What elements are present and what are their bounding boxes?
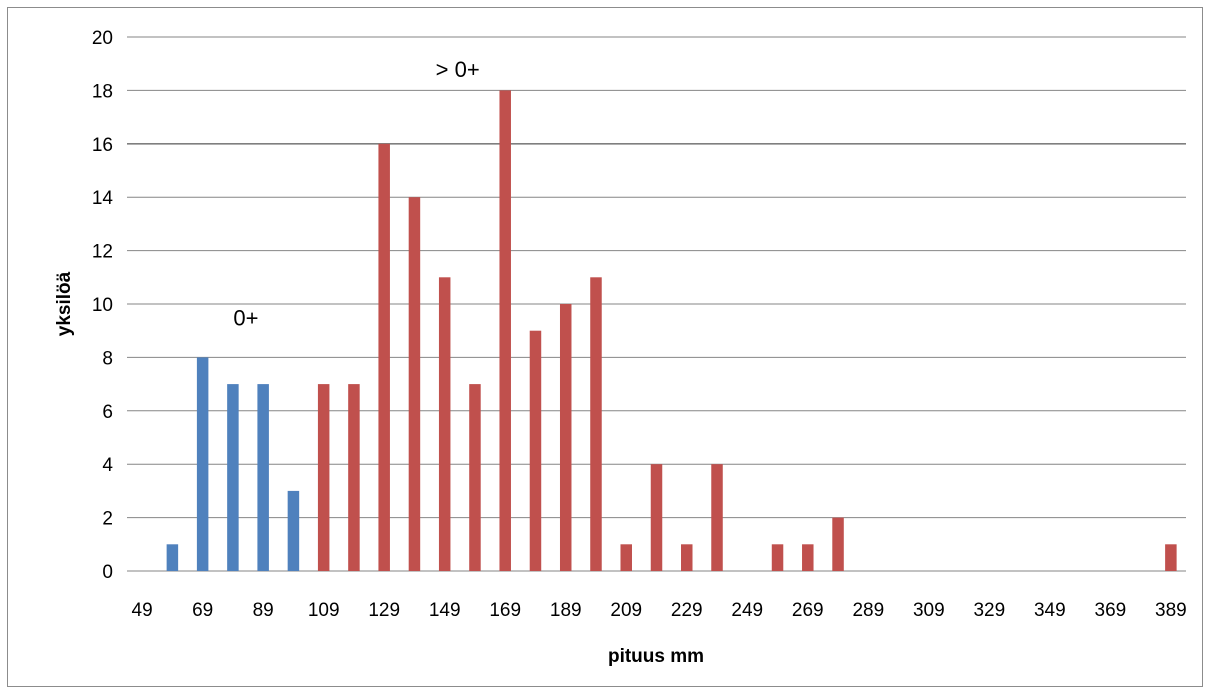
bar-series2-179: [529, 330, 542, 571]
bar-series2-229: [681, 544, 693, 571]
x-tick-label: 189: [550, 600, 582, 621]
bar-series2-189: [559, 304, 572, 571]
y-axis-ticks: 0 2 4 6 8 10 12 14 16 18 20: [92, 28, 114, 583]
bar-series2-129: [378, 143, 390, 572]
y-axis-title: yksilöä: [54, 271, 75, 336]
x-tick-label: 349: [1034, 600, 1066, 621]
x-tick-label: 129: [368, 600, 400, 621]
bar-series2-239: [711, 464, 723, 571]
x-tick-label: 69: [192, 600, 213, 621]
y-tick-label: 20: [92, 28, 113, 49]
bar-series2-169: [499, 90, 511, 572]
bar-series2-139: [408, 197, 421, 571]
x-tick-label: 149: [429, 600, 461, 621]
bar-series2-159: [469, 384, 481, 571]
bar-series2-119: [348, 384, 360, 571]
y-tick-label: 18: [92, 81, 113, 102]
x-tick-label: 209: [610, 600, 642, 621]
y-tick-label: 16: [92, 135, 113, 156]
x-tick-label: 109: [308, 600, 340, 621]
bar-series1-69: [196, 357, 209, 571]
x-axis-title: pituus mm: [608, 646, 704, 667]
chart-frame: [7, 7, 1203, 687]
bar-series2-279: [832, 517, 844, 571]
x-tick-label: 289: [852, 600, 884, 621]
bar-series2-199: [590, 277, 602, 571]
bar-series2-389: [1165, 544, 1177, 571]
x-axis-ticks: 49 69 89 109 129 149 169 189 209 229 249 269 289 309 3…: [132, 600, 1187, 621]
x-tick-label: 229: [671, 600, 703, 621]
bar-series1-79: [227, 384, 239, 571]
bar-series1-89: [257, 384, 269, 571]
y-tick-label: 8: [102, 348, 113, 369]
y-tick-label: 2: [102, 509, 113, 530]
y-tick-label: 4: [102, 455, 113, 476]
x-tick-label: 309: [913, 600, 945, 621]
y-tick-label: 14: [92, 188, 114, 209]
bar-series2-109: [317, 384, 330, 571]
annotations: 0+ > 0+: [233, 57, 479, 330]
x-tick-label: 169: [489, 600, 521, 621]
bar-series1-99: [287, 490, 300, 571]
annotation-label: > 0+: [436, 57, 480, 82]
bar-series2-149: [438, 277, 451, 571]
y-tick-label: 6: [102, 402, 113, 423]
x-tick-label: 269: [792, 600, 824, 621]
y-tick-label: 0: [102, 562, 113, 583]
annotation-label: 0+: [233, 305, 258, 330]
bars: [166, 90, 1177, 572]
bar-series2-209: [620, 544, 632, 571]
x-tick-label: 329: [973, 600, 1005, 621]
x-tick-label: 49: [132, 600, 153, 621]
x-tick-label: 369: [1095, 600, 1127, 621]
bar-series2-269: [802, 544, 814, 571]
bar-series1-59: [166, 544, 179, 571]
x-tick-label: 389: [1155, 600, 1187, 621]
gridlines: [127, 36, 1186, 572]
y-tick-label: 10: [92, 295, 113, 316]
bar-series2-259: [771, 544, 784, 571]
bar-series2-219: [650, 464, 663, 571]
x-tick-label: 249: [731, 600, 763, 621]
y-tick-label: 12: [92, 242, 113, 263]
x-tick-label: 89: [253, 600, 274, 621]
